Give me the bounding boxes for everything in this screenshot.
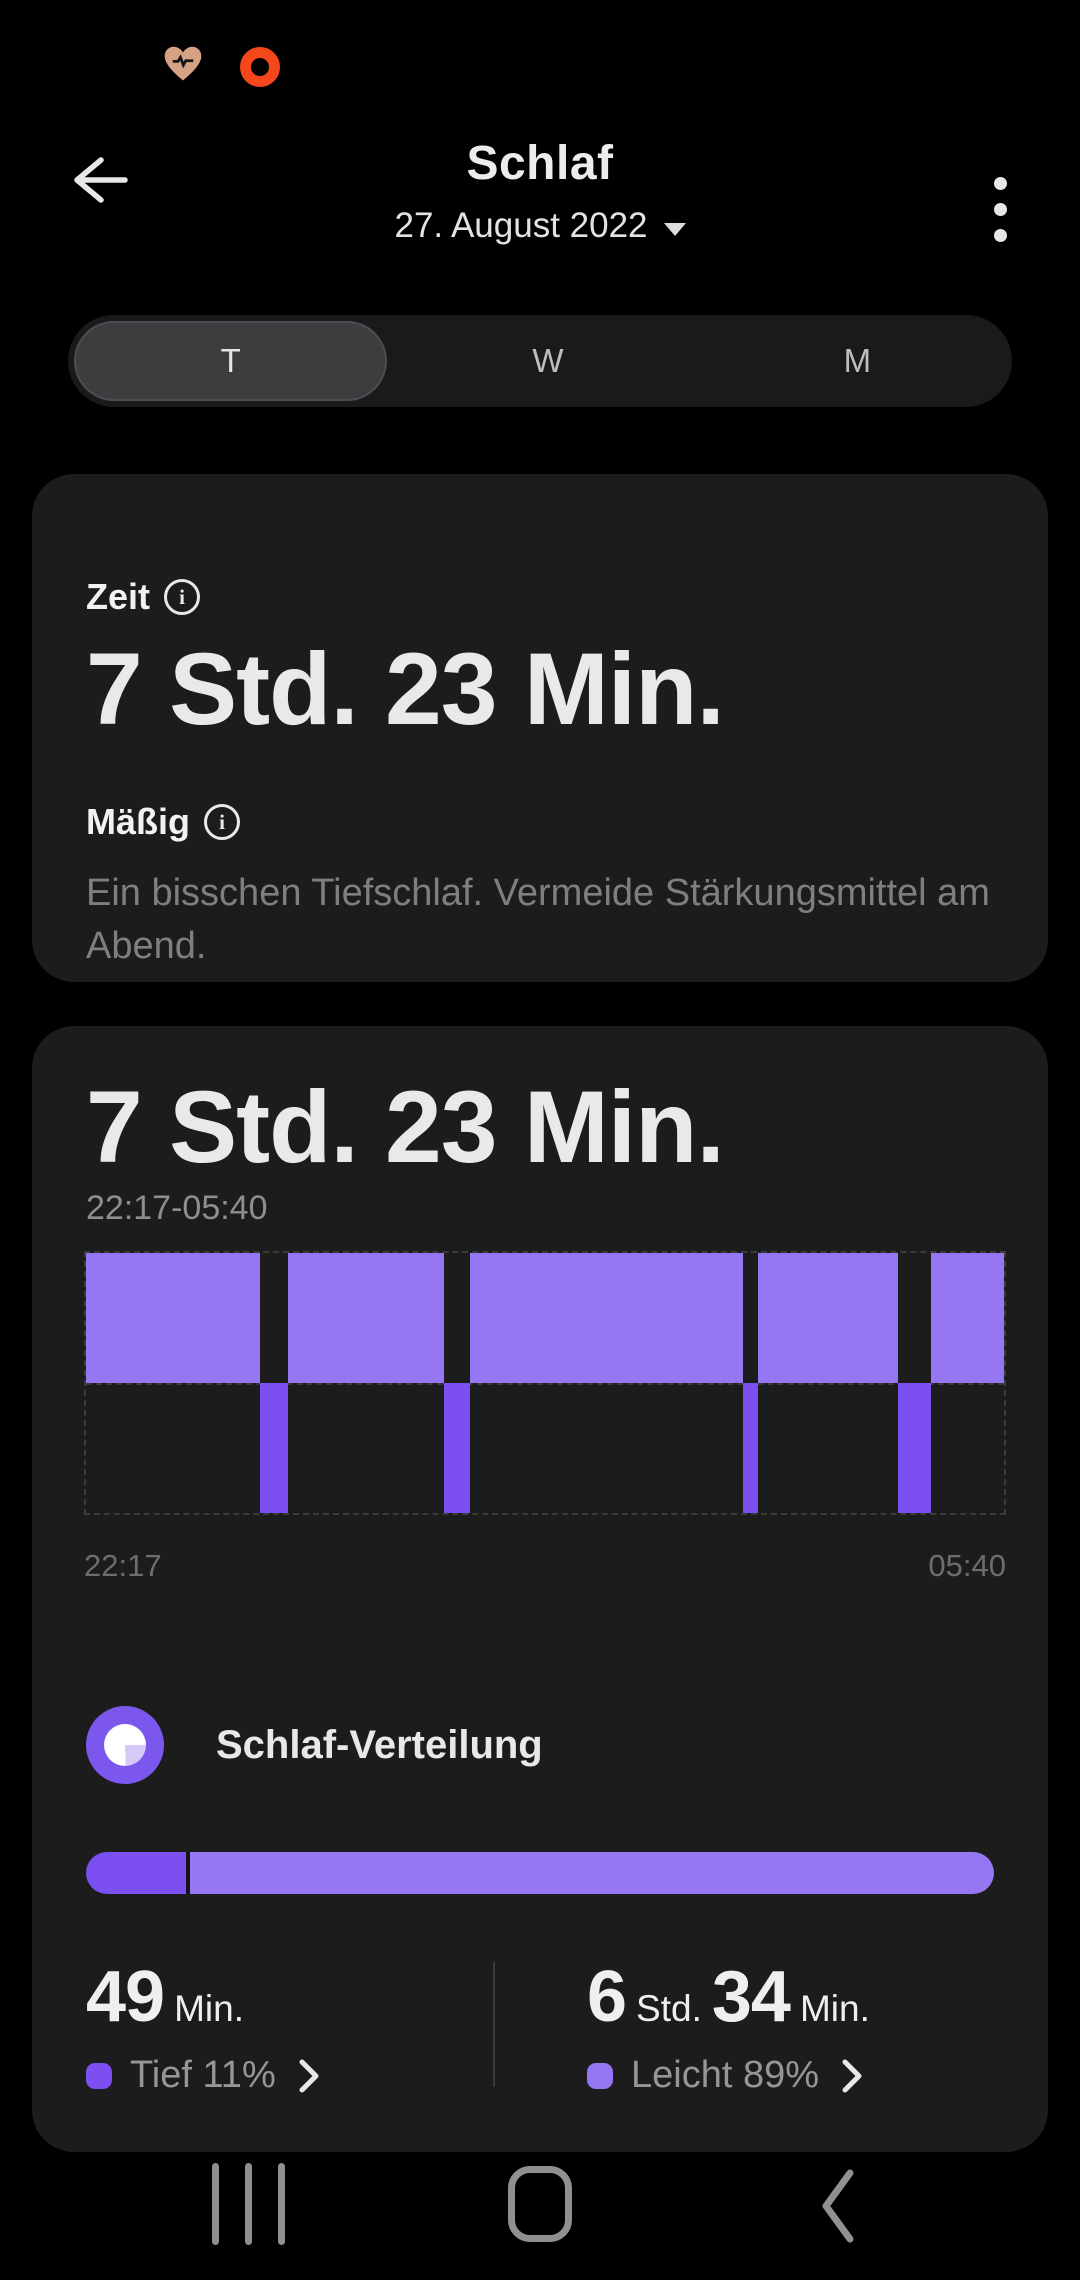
recents-icon <box>245 2163 252 2245</box>
light-sleep-minutes-unit: Min. <box>799 1988 870 2029</box>
light-sleep-link[interactable]: Leicht 89% <box>587 2054 994 2097</box>
system-navigation-bar <box>0 2130 1080 2280</box>
time-section-label: Zeit <box>86 576 151 617</box>
sleep-segment-light <box>757 1253 898 1383</box>
light-legend-bullet <box>587 2062 613 2089</box>
axis-end-label: 05:40 <box>928 1548 1006 1583</box>
distribution-header: Schlaf-Verteilung <box>86 1706 543 1784</box>
page-title: Schlaf <box>466 137 614 190</box>
light-sleep-hours-unit: Std. <box>636 1988 702 2029</box>
sleep-segment-light <box>287 1253 444 1383</box>
chevron-right-icon <box>299 2059 319 2092</box>
sleep-distribution-icon <box>86 1706 164 1784</box>
deep-legend-bullet <box>86 2062 112 2089</box>
info-icon[interactable]: i <box>204 804 240 841</box>
tab-week[interactable]: W <box>393 315 702 407</box>
kebab-dot <box>993 202 1007 216</box>
period-tab-bar: T W M <box>68 315 1012 407</box>
sleep-detail-card: 7 Std. 23 Min. 22:17-05:40 22:17 05:40 S… <box>32 1026 1048 2152</box>
more-options-button[interactable] <box>980 164 1020 254</box>
deep-sleep-stat: 49 Min. Tief 11% <box>86 1956 493 2097</box>
distribution-bar-deep <box>86 1852 186 1894</box>
chart-midline <box>86 1383 1004 1385</box>
light-sleep-stat: 6 Std. 34 Min. Leicht 89% <box>495 1956 994 2097</box>
back-button[interactable] <box>58 148 134 214</box>
pie-chart-glyph <box>104 1724 146 1766</box>
deep-sleep-minutes: 49 <box>86 1957 165 2037</box>
distribution-bar <box>86 1852 994 1894</box>
tab-month[interactable]: M <box>703 315 1012 407</box>
light-sleep-minutes: 34 <box>711 1957 791 2037</box>
sleep-time-range: 22:17-05:40 <box>86 1189 268 1228</box>
tab-day[interactable]: T <box>74 321 388 401</box>
kebab-dot <box>993 228 1007 242</box>
deep-sleep-link[interactable]: Tief 11% <box>86 2054 493 2097</box>
sleep-segment-light <box>86 1253 261 1383</box>
axis-start-label: 22:17 <box>84 1548 162 1583</box>
sleep-segment-deep <box>444 1383 470 1513</box>
sleep-advice-text: Ein bisschen Tiefschlaf. Vermeide Stärku… <box>86 872 990 967</box>
back-nav-button[interactable] <box>812 2166 864 2249</box>
deep-legend-label: Tief 11% <box>130 2054 276 2096</box>
date-label: 27. August 2022 <box>394 206 648 245</box>
sleep-duration-value: 7 Std. 23 Min. <box>86 632 725 746</box>
sleep-segment-deep <box>260 1383 288 1513</box>
chevron-down-icon <box>663 222 686 236</box>
heart-rate-status-icon <box>160 42 206 91</box>
sleep-segment-deep <box>897 1383 931 1513</box>
recents-icon <box>212 2163 219 2245</box>
date-selector[interactable]: 27. August 2022 <box>0 206 1080 246</box>
distribution-bar-light <box>189 1852 994 1894</box>
distribution-bar-divider <box>185 1852 190 1894</box>
distribution-stats: 49 Min. Tief 11% 6 Std. 34 Min. <box>86 1956 994 2097</box>
sleep-segment-light <box>469 1253 744 1383</box>
sleep-stage-chart <box>84 1251 1006 1515</box>
distribution-title: Schlaf-Verteilung <box>216 1722 543 1767</box>
chart-axis-labels: 22:17 05:40 <box>84 1548 1006 1584</box>
sleep-segment-deep <box>743 1383 758 1513</box>
sleep-summary-card: Zeit i 7 Std. 23 Min. Mäßig i Ein bissch… <box>32 474 1048 982</box>
recents-icon <box>278 2163 285 2245</box>
recents-button[interactable] <box>206 2162 291 2246</box>
status-bar <box>160 42 280 91</box>
info-icon[interactable]: i <box>164 579 201 615</box>
sleep-segment-light <box>930 1253 1004 1383</box>
light-legend-label: Leicht 89% <box>631 2054 820 2096</box>
stats-divider <box>493 1962 495 2087</box>
back-chevron-icon <box>822 2169 854 2243</box>
home-button[interactable] <box>508 2166 572 2242</box>
kebab-dot <box>993 176 1007 190</box>
chevron-right-icon <box>842 2059 862 2092</box>
sleep-duration-value: 7 Std. 23 Min. <box>86 1070 725 1184</box>
screen-recording-status-icon <box>240 46 280 87</box>
light-sleep-hours: 6 <box>587 1957 627 2037</box>
sleep-quality-label: Mäßig <box>86 801 190 843</box>
deep-sleep-unit: Min. <box>174 1988 244 2029</box>
